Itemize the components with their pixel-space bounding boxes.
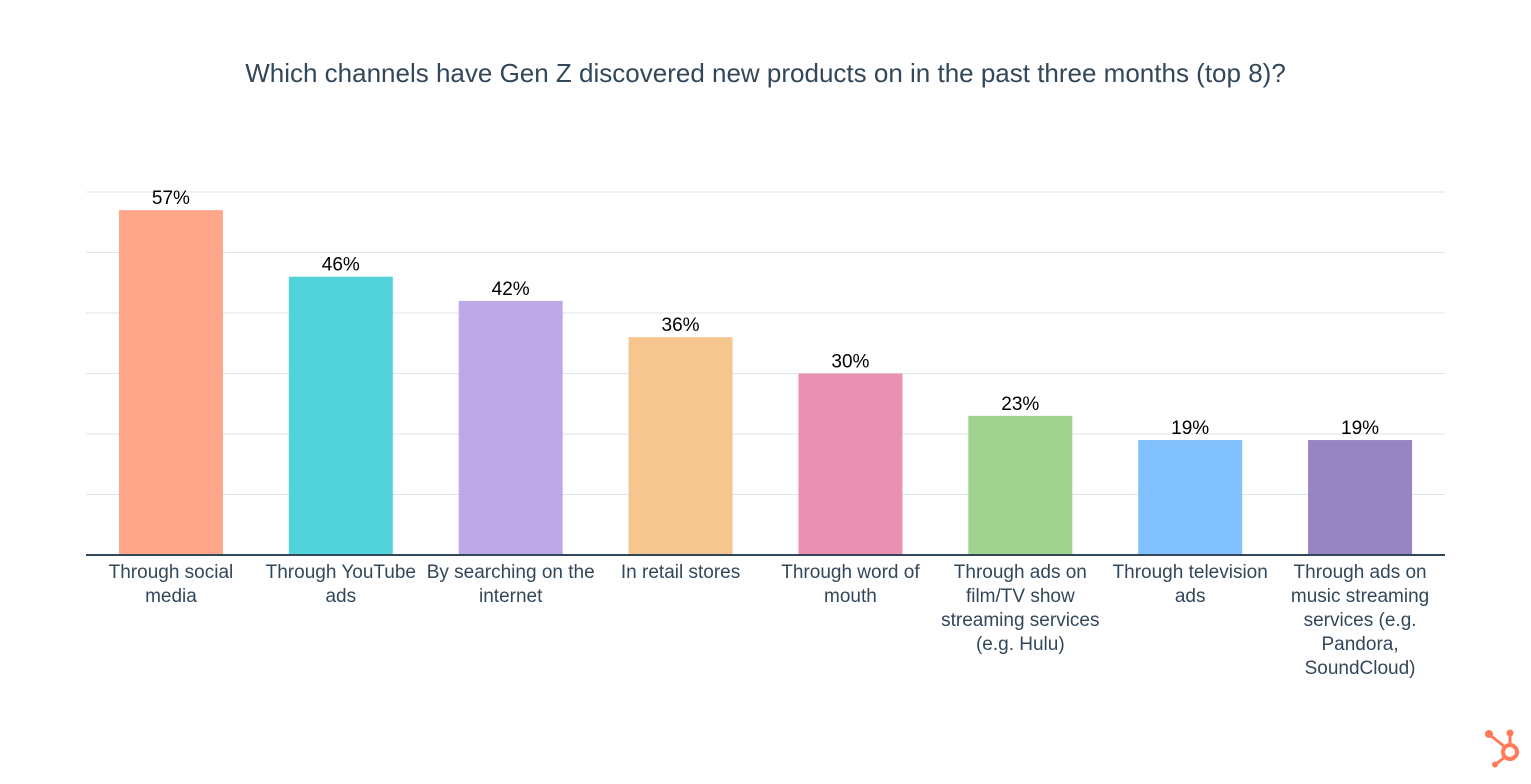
bar bbox=[288, 276, 393, 555]
data-label: 19% bbox=[1171, 418, 1209, 439]
data-label: 23% bbox=[1001, 394, 1039, 415]
data-label: 57% bbox=[152, 188, 190, 209]
x-tick-label: Through ads on music streaming services … bbox=[1290, 562, 1430, 679]
bar bbox=[628, 337, 733, 555]
bar bbox=[118, 210, 223, 555]
data-label: 30% bbox=[831, 352, 869, 373]
bar bbox=[1138, 440, 1243, 555]
x-tick-label: Through social media bbox=[108, 562, 234, 607]
x-tick-label: In retail stores bbox=[620, 562, 741, 583]
bar bbox=[798, 373, 903, 555]
data-label: 19% bbox=[1341, 418, 1379, 439]
x-tick-label: Through ads on film/TV show streaming se… bbox=[941, 562, 1100, 655]
x-tick-label: By searching on the internet bbox=[426, 562, 595, 607]
bar bbox=[968, 415, 1073, 555]
x-tick-label: Through television ads bbox=[1112, 562, 1268, 607]
bar bbox=[1308, 440, 1413, 555]
chart-title: Which channels have Gen Z discovered new… bbox=[245, 58, 1286, 88]
data-label: 42% bbox=[492, 279, 530, 300]
data-label: 46% bbox=[322, 255, 360, 276]
hubspot-logo-icon bbox=[1485, 729, 1519, 768]
data-label: 36% bbox=[662, 315, 700, 336]
bar bbox=[458, 300, 563, 555]
x-tick-label: Through YouTube ads bbox=[265, 562, 416, 607]
x-tick-label: Through word of mouth bbox=[781, 562, 920, 607]
